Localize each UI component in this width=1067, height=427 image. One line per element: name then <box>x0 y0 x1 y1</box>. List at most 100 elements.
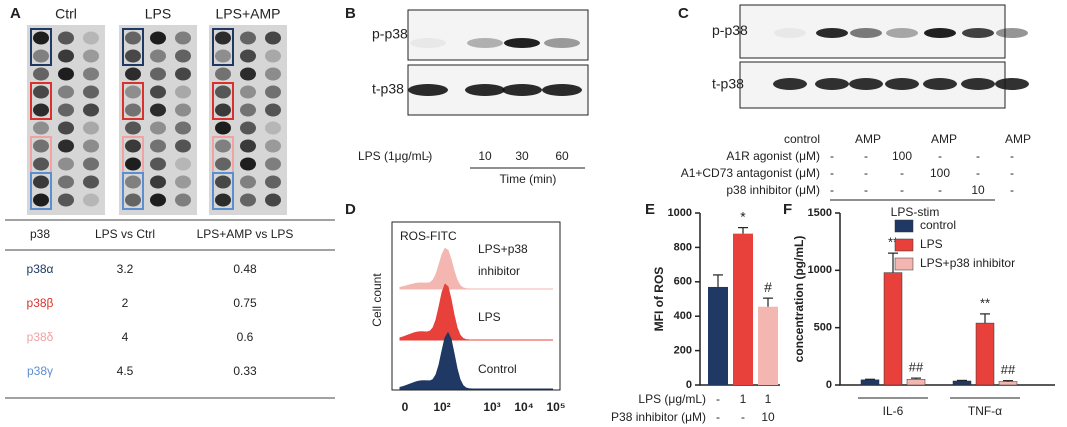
dot <box>83 121 99 135</box>
legend-label: LPS+p38 inhibitor <box>920 256 1015 270</box>
legend-swatch <box>894 219 914 233</box>
band <box>849 78 883 90</box>
lane-label: AMP <box>931 132 957 146</box>
band <box>467 38 503 48</box>
dot <box>240 31 256 45</box>
x-tick-label: TNF-α <box>968 404 1002 418</box>
bar <box>733 233 753 385</box>
dot <box>83 85 99 99</box>
band <box>815 78 849 90</box>
dot <box>265 103 281 117</box>
sample-label: LPS <box>478 310 501 324</box>
dot <box>265 139 281 153</box>
lane-label: AMP <box>1005 132 1031 146</box>
dot <box>83 103 99 117</box>
table-header: p38 <box>30 227 50 241</box>
dot <box>125 139 141 153</box>
dot <box>215 139 231 153</box>
group-label: LPS-stim <box>891 205 940 219</box>
panel-letter: C <box>678 5 689 22</box>
stain-label: ROS-FITC <box>400 229 457 243</box>
treatment-value: - <box>864 149 868 163</box>
treatment-value: 100 <box>930 166 950 180</box>
condition-value: 1 <box>765 392 772 406</box>
dot <box>175 193 191 207</box>
sample-label: Control <box>478 362 517 376</box>
dot <box>125 85 141 99</box>
dot <box>150 49 166 63</box>
treatment-value: - <box>864 166 868 180</box>
dot <box>150 67 166 81</box>
treatment-value: - <box>1010 183 1014 197</box>
condition-value: - <box>741 410 745 424</box>
dot <box>240 85 256 99</box>
dot <box>265 121 281 135</box>
dot <box>125 157 141 171</box>
x-tick-label: 10⁴ <box>514 400 533 414</box>
highlight-box <box>122 82 144 120</box>
bar <box>758 306 778 385</box>
sample-label: LPS+p38 <box>478 242 528 256</box>
table-cell: 2 <box>122 296 129 310</box>
bar <box>860 379 880 386</box>
lane-label: control <box>784 132 820 146</box>
band <box>408 84 448 96</box>
band <box>924 28 956 38</box>
dot <box>150 139 166 153</box>
dot <box>215 31 231 45</box>
dot <box>215 175 231 189</box>
dot <box>58 139 74 153</box>
dot <box>240 67 256 81</box>
condition-value: 10 <box>761 410 775 424</box>
dot <box>265 157 281 171</box>
dot <box>150 175 166 189</box>
blot-row-label: p-p38 <box>372 26 408 42</box>
blot-row-label: t-p38 <box>712 76 744 92</box>
highlight-box <box>212 82 234 120</box>
highlight-box <box>30 82 52 120</box>
condition-value: - <box>716 392 720 406</box>
condition-value: 60 <box>555 149 569 163</box>
bar <box>975 322 995 386</box>
bar <box>906 379 926 386</box>
dot <box>240 193 256 207</box>
dot <box>58 67 74 81</box>
dot <box>125 193 141 207</box>
dot <box>240 103 256 117</box>
annotation: ** <box>980 295 990 310</box>
dot <box>150 31 166 45</box>
dot <box>265 49 281 63</box>
dot <box>150 103 166 117</box>
y-tick-label: 200 <box>674 345 692 357</box>
lane-label: AMP <box>855 132 881 146</box>
dot <box>33 121 49 135</box>
treatment-value: - <box>976 166 980 180</box>
dot <box>33 157 49 171</box>
panel-letter: E <box>645 201 655 218</box>
table-cell: 3.2 <box>117 262 134 276</box>
highlight-box <box>212 28 234 66</box>
dot <box>58 85 74 99</box>
treatment-value: - <box>830 166 834 180</box>
y-tick-label: 400 <box>674 310 692 322</box>
dot <box>240 175 256 189</box>
treatment-label: A1R agonist (μM) <box>726 149 820 163</box>
sample-label: inhibitor <box>478 264 520 278</box>
table-cell: p38δ <box>27 330 54 344</box>
axis-label: Cell count <box>370 273 384 327</box>
band <box>996 28 1028 38</box>
histogram <box>399 247 553 290</box>
dot <box>215 49 231 63</box>
band <box>995 78 1029 90</box>
bar <box>998 381 1018 386</box>
annotation: * <box>740 208 746 224</box>
dot <box>58 103 74 117</box>
dot <box>150 121 166 135</box>
band <box>816 28 848 38</box>
panel-letter: D <box>345 201 356 218</box>
bar <box>883 272 903 386</box>
treatment-value: - <box>938 183 942 197</box>
highlight-box <box>30 172 52 210</box>
treatment-value: - <box>864 183 868 197</box>
